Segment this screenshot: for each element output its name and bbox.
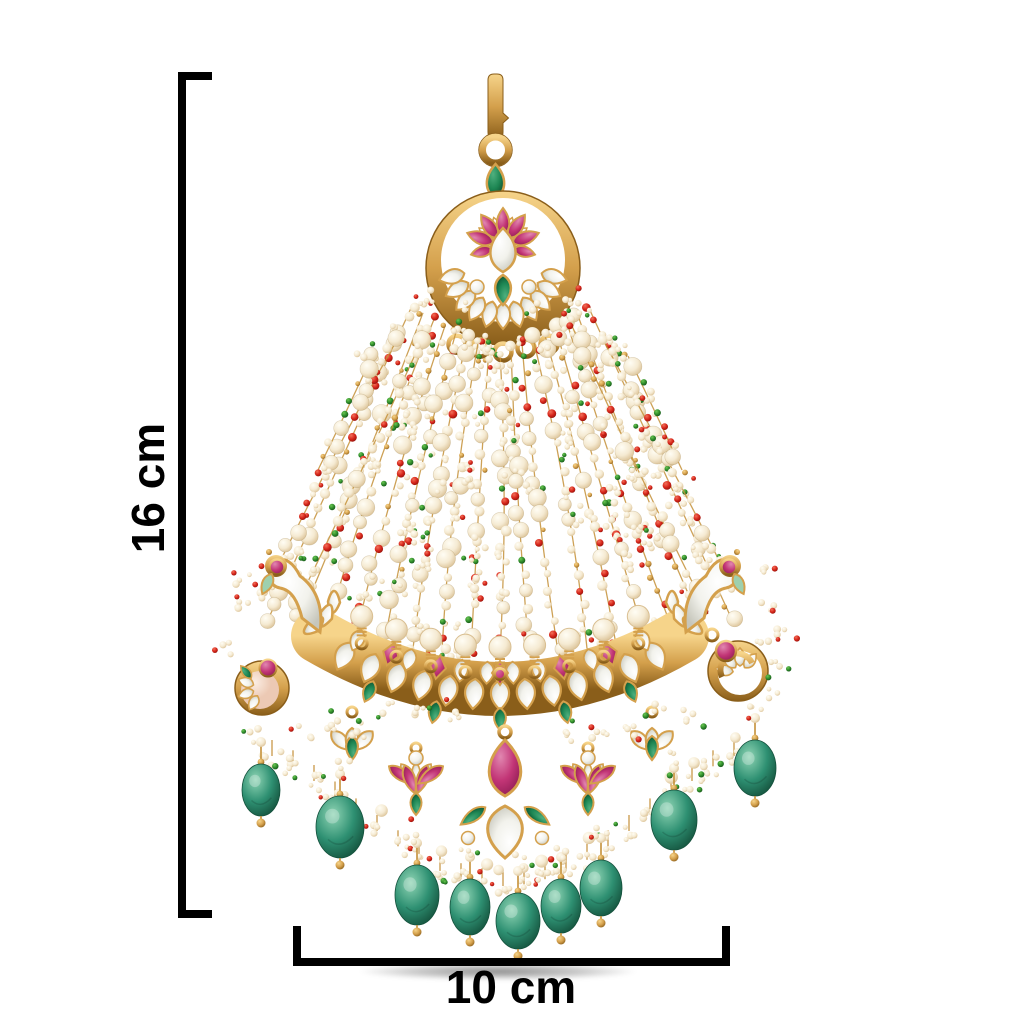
height-dimension-label: 16 cm <box>122 422 174 554</box>
kundan-band <box>291 604 709 732</box>
fringe-motifs <box>234 627 769 860</box>
paisley-motif <box>234 658 290 716</box>
peacock-motif <box>664 549 746 636</box>
height-dimension-line <box>178 72 186 918</box>
height-dimension-cap-bottom <box>178 910 212 918</box>
peacock-motif <box>260 549 342 636</box>
width-dimension-label: 10 cm <box>445 961 577 1013</box>
chand-crescent-lotus <box>425 190 581 363</box>
width-dimension-line <box>293 958 730 966</box>
green-drop-beads <box>241 703 777 961</box>
height-dimension-cap-top <box>178 72 212 80</box>
product-shadow <box>360 963 636 980</box>
pink-lotus-motif <box>387 741 445 817</box>
pearl-mesh <box>245 285 744 673</box>
small-chand-motif <box>704 627 769 702</box>
hook <box>478 73 513 200</box>
kundan-flower-motif <box>330 705 374 762</box>
center-drop-motif <box>459 724 551 860</box>
pink-lotus-motif <box>559 741 617 817</box>
width-dimension-tick-right <box>722 926 730 966</box>
width-dimension-tick-left <box>293 926 301 966</box>
